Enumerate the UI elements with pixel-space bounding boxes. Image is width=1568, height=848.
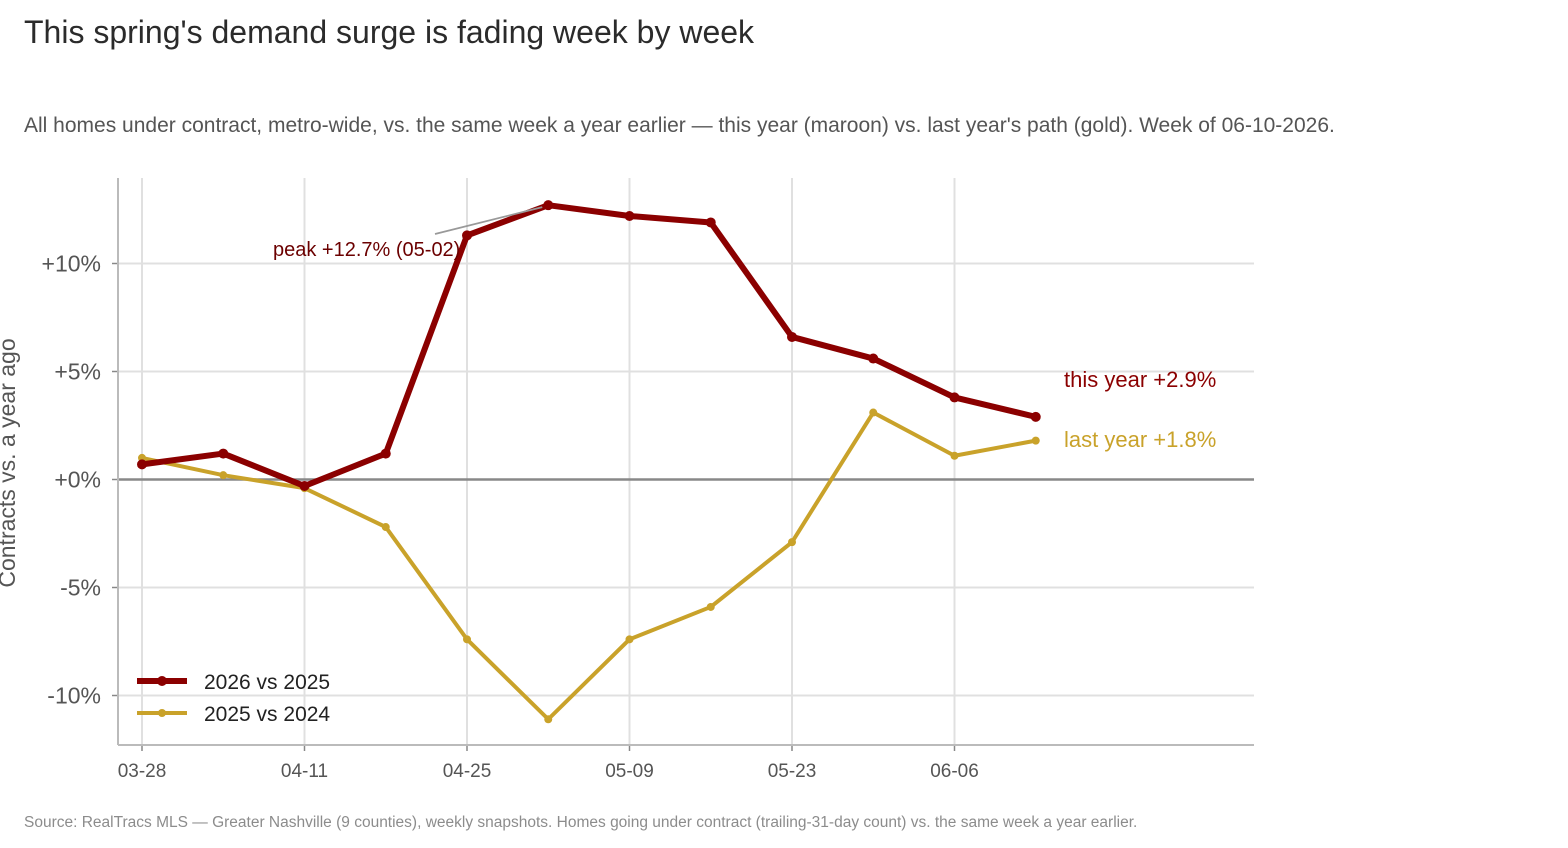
x-tick-label: 05-09 (605, 761, 654, 782)
x-tick-label: 06-06 (930, 761, 979, 782)
legend-label: 2025 vs 2024 (204, 703, 330, 726)
series-2025-vs-2024-point (625, 635, 634, 644)
x-tick-label: 05-23 (768, 761, 817, 782)
series-2025-vs-2024-point (706, 602, 715, 611)
chart-subtitle: All homes under contract, metro-wide, vs… (24, 114, 1335, 137)
series-2026-vs-2025-line (139, 202, 1039, 489)
series-2025-vs-2024-line (140, 410, 1038, 722)
y-tick-label: +10% (42, 251, 101, 277)
source-note: Source: RealTracs MLS — Greater Nashvill… (24, 814, 1138, 831)
y-tick-label: +0% (54, 467, 101, 493)
series-2026-vs-2025-point (705, 217, 716, 228)
x-tick-label: 04-25 (443, 761, 492, 782)
series-2025-vs-2024-point (788, 538, 796, 547)
series-2025-vs-2024-point (1031, 436, 1040, 445)
chart-title: This spring's demand surge is fading wee… (24, 14, 755, 50)
y-tick-label: -10% (47, 683, 101, 709)
end-label-this-year: this year +2.9% (1064, 367, 1216, 392)
series-2026-vs-2025-point (380, 448, 391, 459)
series-2025-vs-2024-point (219, 471, 228, 480)
end-label-last-year: last year +1.8% (1064, 427, 1216, 452)
y-tick-label: +5% (54, 359, 101, 385)
peak-annotation-leader (434, 206, 543, 235)
y-axis-label: Contracts vs. a year ago (0, 338, 20, 587)
series-2026-vs-2025-point (949, 392, 960, 403)
series-2025-vs-2024-point (463, 635, 471, 644)
series-2026-vs-2025-point (218, 448, 229, 459)
series-2026-vs-2025-point (137, 459, 147, 470)
series-2026-vs-2025-point (624, 210, 635, 221)
series-2026-vs-2025-point (787, 331, 797, 342)
series-2025-vs-2024-point (869, 408, 878, 417)
y-tick-label: -5% (60, 575, 101, 601)
series-2025-vs-2024-point (381, 523, 390, 532)
x-tick-label: 03-28 (118, 761, 167, 782)
legend-swatch-marker (157, 676, 167, 686)
series-2026-vs-2025-point (1030, 411, 1041, 422)
series-2026-vs-2025-point (543, 200, 554, 211)
series-2026-vs-2025-point (868, 353, 879, 364)
legend-label: 2026 vs 2025 (204, 671, 330, 694)
series-2026-vs-2025-point (299, 480, 310, 491)
peak-annotation: peak +12.7% (05-02) (273, 239, 460, 261)
series-2025-vs-2024-point (950, 451, 959, 460)
series-2026-vs-2025-point (462, 230, 472, 241)
series-2025-vs-2024-point (544, 715, 553, 724)
x-tick-label: 04-11 (281, 761, 328, 782)
legend-swatch-marker (158, 709, 166, 717)
